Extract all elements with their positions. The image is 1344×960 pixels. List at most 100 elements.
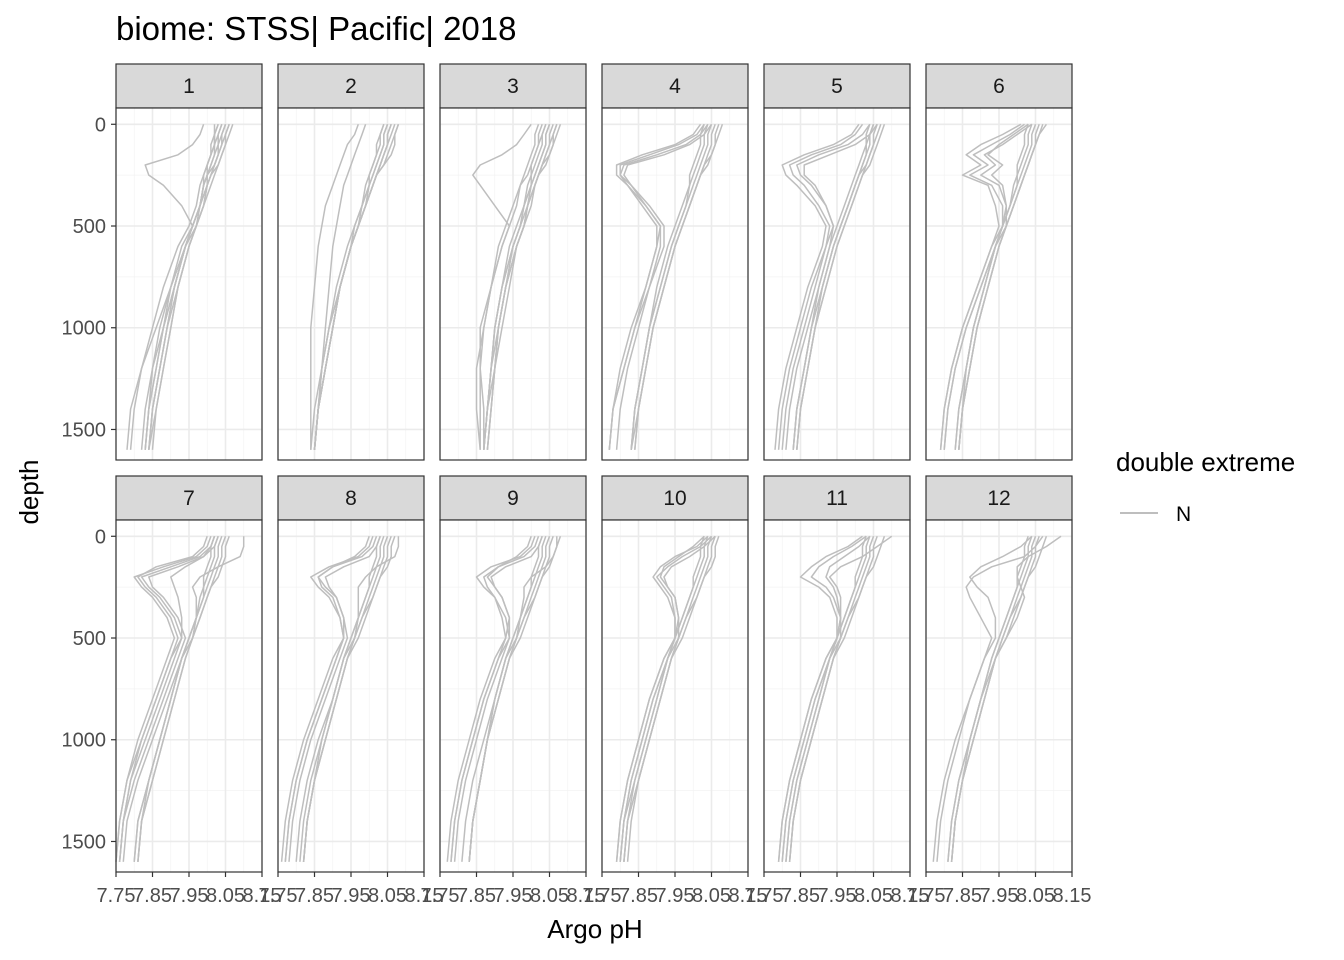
ph-profile-line xyxy=(788,536,875,862)
panel-border xyxy=(115,107,263,461)
x-tick-label: 8.05 xyxy=(530,885,569,907)
facet-panel-12: 12 xyxy=(925,475,1073,877)
facet-strip xyxy=(925,63,1073,109)
x-tick-label: 8.15 xyxy=(891,885,930,907)
legend-label-n: N xyxy=(1176,503,1191,526)
ph-profile-line xyxy=(118,536,219,862)
x-tick-label: 7.85 xyxy=(457,885,496,907)
ph-profile-line xyxy=(623,536,713,862)
ph-profile-line xyxy=(947,535,1062,862)
ph-profile-line xyxy=(939,123,1029,450)
facet-panel-4: 4 xyxy=(601,63,749,461)
x-tick-label: 8.05 xyxy=(692,885,731,907)
facet-strip xyxy=(277,63,425,109)
facet-strip xyxy=(763,63,911,109)
ph-profile-line xyxy=(619,536,705,862)
facet-panel-2: 2 xyxy=(277,63,425,461)
facet-strip-label: 10 xyxy=(663,487,686,510)
ph-profile-line xyxy=(932,535,1044,862)
ph-profile-line xyxy=(634,124,724,450)
x-tick-label: 7.75 xyxy=(259,885,298,907)
ph-profile-line xyxy=(958,124,1044,450)
x-tick-label: 7.95 xyxy=(332,885,371,907)
panel-border xyxy=(439,107,587,461)
ph-profile-line xyxy=(313,124,400,450)
x-tick-label: 7.95 xyxy=(656,885,695,907)
ph-profile-line xyxy=(785,536,867,862)
y-tick-label: 1000 xyxy=(62,730,107,752)
chart-title: biome: STSS| Pacific| 2018 xyxy=(116,10,517,47)
facet-panel-8: 8 xyxy=(277,475,425,877)
x-tick-label: 8.15 xyxy=(1053,885,1092,907)
x-tick-label: 7.75 xyxy=(421,885,460,907)
ph-profile-line xyxy=(115,536,208,862)
ph-profile-line xyxy=(313,124,367,450)
ph-profile-line xyxy=(280,536,370,862)
facet-panel-3: 3 xyxy=(439,63,587,461)
facet-panel-6: 6 xyxy=(925,63,1073,461)
panel-border xyxy=(277,107,425,461)
ph-profile-line xyxy=(777,535,871,862)
ph-profile-line xyxy=(483,124,551,450)
x-tick-label: 7.95 xyxy=(980,885,1019,907)
ph-profile-line xyxy=(615,123,713,450)
ph-profile-line xyxy=(122,536,245,862)
ph-profile-line xyxy=(774,123,860,450)
facet-strip xyxy=(277,475,425,521)
facet-panel-10: 10 xyxy=(601,475,749,877)
y-axis-title: depth xyxy=(14,459,44,524)
panel-border xyxy=(763,107,911,461)
facet-strip-label: 12 xyxy=(987,487,1010,510)
ph-profile-line xyxy=(950,536,1037,862)
facet-strip xyxy=(115,475,263,521)
facet-strip xyxy=(439,63,587,109)
ph-profile-line xyxy=(630,124,713,450)
y-tick-label: 0 xyxy=(95,114,106,136)
ph-profile-line xyxy=(118,536,216,862)
ph-profile-line xyxy=(936,535,1033,862)
ph-profile-line xyxy=(468,536,551,862)
ph-profile-line xyxy=(785,123,878,450)
x-tick-label: 7.95 xyxy=(818,885,857,907)
facet-strip-label: 9 xyxy=(507,487,519,510)
ph-profile-line xyxy=(310,124,385,450)
x-tick-label: 7.95 xyxy=(170,885,209,907)
x-tick-label: 8.05 xyxy=(854,885,893,907)
x-tick-label: 8.15 xyxy=(729,885,768,907)
x-tick-label: 8.15 xyxy=(405,885,444,907)
ph-profile-line xyxy=(954,124,1037,450)
x-axis-title: Argo pH xyxy=(547,914,642,944)
ph-profile-line xyxy=(137,536,230,862)
x-tick-label: 7.85 xyxy=(943,885,982,907)
facet-panel-7: 7 0 500 1000 1500 xyxy=(62,475,263,877)
ph-profile-line xyxy=(310,124,360,450)
y-tick-label: 1500 xyxy=(62,419,107,441)
facet-strip-label: 3 xyxy=(507,75,519,98)
ph-profile-line xyxy=(777,123,864,450)
x-tick-label: 7.75 xyxy=(745,885,784,907)
ph-profile-line xyxy=(129,124,219,450)
x-tick-label: 7.75 xyxy=(97,885,136,907)
ph-profile-line xyxy=(472,123,532,450)
x-tick-label: 8.15 xyxy=(567,885,606,907)
ph-profile-line xyxy=(475,124,547,450)
ph-profile-line xyxy=(115,536,212,862)
x-tick-label: 7.95 xyxy=(494,885,533,907)
y-tick-label: 0 xyxy=(95,526,106,548)
ph-profile-line xyxy=(140,124,230,450)
facet-strip xyxy=(439,475,587,521)
facet-strip-label: 2 xyxy=(345,75,357,98)
ph-profile-line xyxy=(792,124,875,450)
y-tick-label: 500 xyxy=(73,216,106,238)
facet-panel-1: 1 0 500 1000 1500 xyxy=(62,63,263,461)
ph-profile-line xyxy=(796,124,886,450)
facet-strip-label: 1 xyxy=(183,75,195,98)
x-tick-label: 7.85 xyxy=(295,885,334,907)
x-tick-label: 7.85 xyxy=(781,885,820,907)
ph-profile-line xyxy=(446,536,532,862)
legend-title: double extreme xyxy=(1116,447,1295,477)
ph-profile-line xyxy=(126,124,205,450)
x-tick-label: 7.85 xyxy=(619,885,658,907)
facet-strip-label: 4 xyxy=(669,75,681,98)
